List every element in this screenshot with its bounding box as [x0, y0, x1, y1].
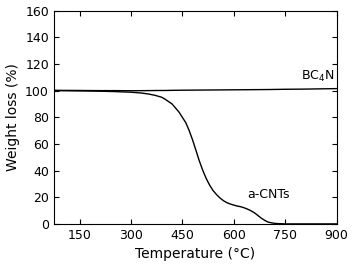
- X-axis label: Temperature (°C): Temperature (°C): [135, 248, 255, 261]
- Y-axis label: Weight loss (%): Weight loss (%): [6, 63, 19, 171]
- Text: BC$_4$N: BC$_4$N: [301, 69, 334, 84]
- Text: a-CNTs: a-CNTs: [247, 188, 290, 201]
